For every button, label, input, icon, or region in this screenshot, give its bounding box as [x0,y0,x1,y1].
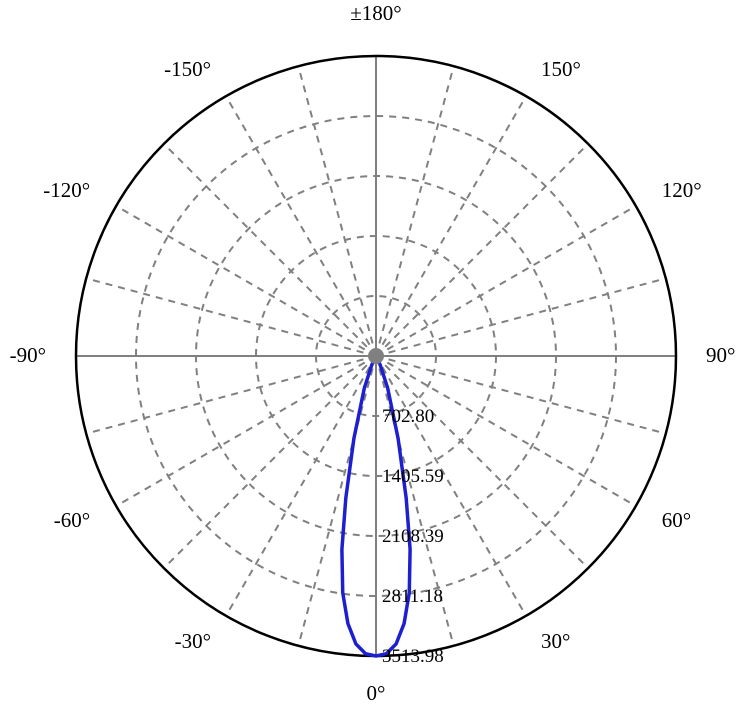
angle-label: -60° [54,508,90,532]
grid-spoke [86,278,376,356]
grid-spoke [376,206,636,356]
grid-spoke [86,356,376,434]
polar-chart: 702.80 1405.59 2108.39 2811.18 3513.98 0° 30° 6… [0,0,752,713]
polar-svg: 702.80 1405.59 2108.39 2811.18 3513.98 0° 30° 6… [0,0,752,713]
angle-label: -150° [164,57,211,81]
radial-tick-label: 702.80 [382,406,434,427]
radial-tick-label: 3513.98 [382,646,444,667]
grid-spoke [376,96,526,356]
angle-label: 120° [662,178,702,202]
grid-spoke [226,96,376,356]
angle-label: 30° [541,629,570,653]
angle-label: ±180° [350,1,401,25]
radial-tick-label: 1405.59 [382,466,444,487]
grid-spoke [164,144,376,356]
grid-spoke [376,144,588,356]
radial-tick-label: 2811.18 [382,586,443,607]
angle-label: 150° [541,57,581,81]
angle-label: 0° [367,681,386,705]
center-dot [368,348,384,364]
grid-spoke [298,66,376,356]
radial-tick-label: 2108.39 [382,526,444,547]
grid-spoke [226,356,376,616]
angle-label: -90° [10,343,46,367]
angle-label: -120° [43,178,90,202]
grid-spoke [376,278,666,356]
grid-spoke [376,66,454,356]
angle-label: 60° [662,508,691,532]
angle-label: 90° [706,343,735,367]
grid-spoke [116,356,376,506]
angle-label: -30° [175,629,211,653]
grid-spoke [116,206,376,356]
grid-spoke [298,356,376,646]
